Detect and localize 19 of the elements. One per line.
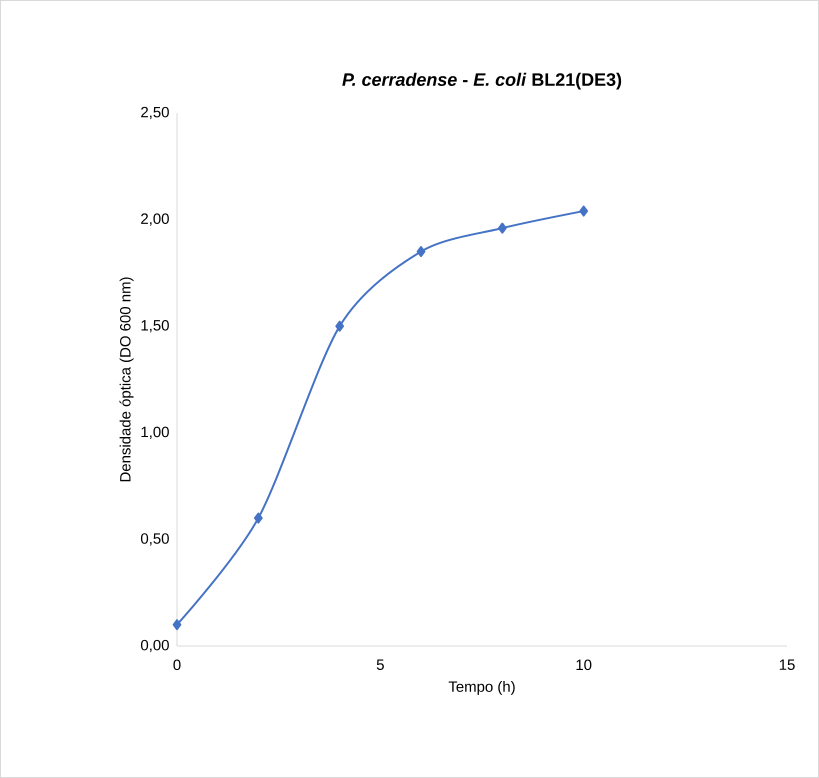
- y-tick-label: 1,50: [142, 320, 169, 332]
- x-tick-label: 0: [173, 660, 181, 670]
- x-axis-title: Tempo (h): [448, 680, 515, 695]
- point: [335, 320, 344, 332]
- y-tick-label: 2,50: [141, 106, 169, 120]
- chart-title: P. cerradense - E. coli BL21(DE3): [342, 72, 622, 90]
- point: [172, 619, 182, 630]
- point: [498, 222, 507, 234]
- y-tick-label: 0,50: [140, 533, 169, 546]
- x-tick-label: 15: [780, 660, 795, 670]
- y-tick-label: 1,00: [142, 426, 169, 439]
- y-axis-title: Densidade óptica (DO 600 nm): [119, 277, 134, 482]
- y-tick-label: 0,00: [140, 640, 169, 652]
- x-tick-label: 5: [376, 660, 384, 670]
- point: [579, 206, 588, 217]
- point: [416, 246, 426, 258]
- y-tick-label: 2,00: [141, 213, 169, 226]
- point: [254, 512, 263, 524]
- x-tick-label: 10: [576, 660, 592, 670]
